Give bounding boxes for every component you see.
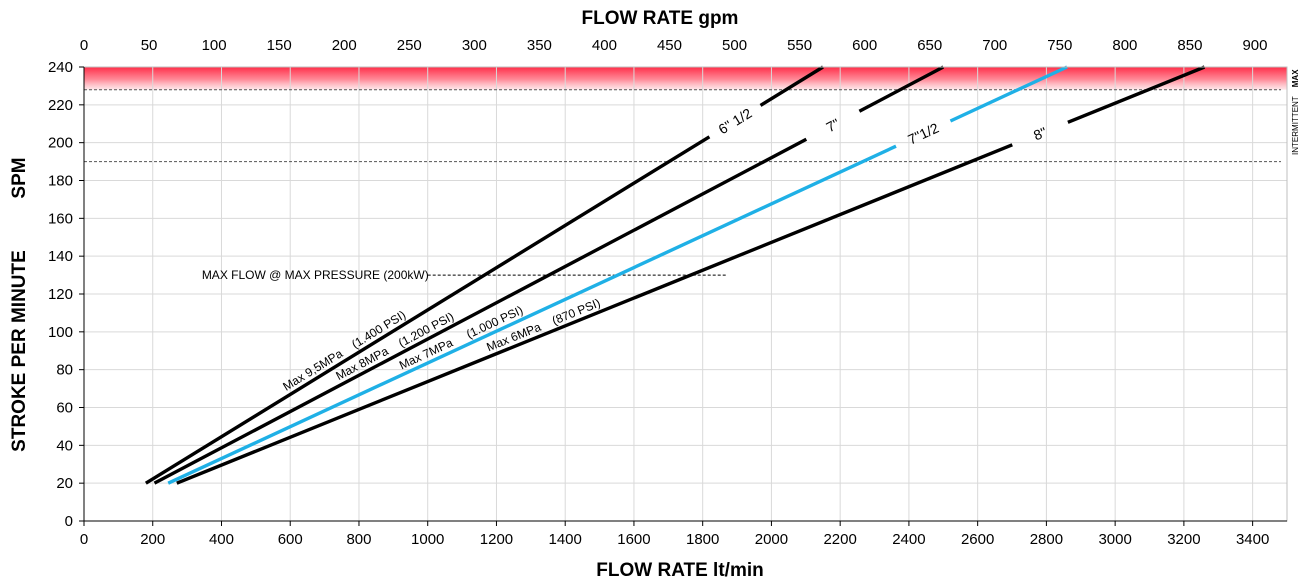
x-top-tick-label: 450 (657, 37, 682, 54)
y-tick-label: 0 (65, 513, 73, 530)
x-tick-label: 2200 (823, 531, 856, 548)
y-tick-label: 40 (56, 437, 73, 454)
series-line-segment (949, 65, 1068, 123)
x-tick-label: 200 (140, 531, 165, 548)
x-tick-label: 1400 (549, 531, 582, 548)
x-top-tick-label: 900 (1242, 37, 1267, 54)
y-tick-label: 240 (48, 59, 73, 76)
x-top-tick-label: 200 (332, 37, 357, 54)
series-line-segment (1067, 65, 1206, 124)
max-band (84, 67, 1287, 90)
y-tick-label: 100 (48, 324, 73, 341)
x-tick-label: 1600 (617, 531, 650, 548)
x-tick-label: 3000 (1098, 531, 1131, 548)
y-tick-label: 60 (56, 400, 73, 417)
x-top-tick-label: 500 (722, 37, 747, 54)
x-top-tick-label: 50 (141, 37, 158, 54)
y-axis-title: STROKE PER MINUTE (9, 250, 30, 452)
x-tick-label: 1000 (411, 531, 444, 548)
x-tick-label: 2600 (961, 531, 994, 548)
x-top-tick-label: 800 (1112, 37, 1137, 54)
series-size-label: 8" (1031, 124, 1049, 144)
max-band-layer (84, 67, 1287, 90)
y-tick-label: 120 (48, 286, 73, 303)
series-line-segment (153, 137, 808, 485)
series-line-segment (858, 65, 945, 113)
x-tick-label: 1200 (480, 531, 513, 548)
y-tick-label: 20 (56, 475, 73, 492)
x-top-tick-label: 350 (527, 37, 552, 54)
x-tick-label: 2400 (892, 531, 925, 548)
x-tick-label: 0 (80, 531, 88, 548)
reference-lines-layer (84, 89, 1281, 276)
series-line-segment (144, 135, 711, 485)
x-top-tick-label: 0 (80, 37, 88, 54)
series-size-label: 6" 1/2 (715, 105, 754, 138)
labels-layer: MAX FLOW @ MAX PRESSURE (200kW) MAX INTERM… (202, 69, 1300, 394)
x-top-tick-label: 850 (1177, 37, 1202, 54)
series-line-segment (176, 143, 1013, 485)
intermittent-side-label: INTERMITTENT (1291, 96, 1300, 155)
series-line-segment (167, 144, 897, 485)
axes-layer: 0 200 400 600 800 1000 1200 1400 1600 1800 2000 220… (48, 37, 1288, 548)
x-top-tick-label: 250 (397, 37, 422, 54)
series-size-label: 7"1/2 (905, 119, 941, 147)
x-top-tick-label: 600 (852, 37, 877, 54)
x-top-tick-label: 700 (982, 37, 1007, 54)
x-tick-label: 2800 (1030, 531, 1063, 548)
grid-layer (83, 66, 1287, 522)
max-side-label: MAX (1291, 69, 1300, 87)
y-tick-label: 160 (48, 210, 73, 227)
x-top-tick-label: 550 (787, 37, 812, 54)
x-tick-label: 1800 (686, 531, 719, 548)
x-tick-label: 3200 (1167, 531, 1200, 548)
x-top-tick-label: 150 (267, 37, 292, 54)
x-tick-label: 600 (278, 531, 303, 548)
x-top-tick-label: 750 (1047, 37, 1072, 54)
y-tick-label: 200 (48, 135, 73, 152)
x-axis-title: FLOW RATE lt/min (596, 560, 763, 580)
x-tick-label: 3400 (1236, 531, 1269, 548)
series-size-label: 7" (823, 115, 842, 135)
y-tick-label: 220 (48, 97, 73, 114)
y-tick-label: 80 (56, 362, 73, 379)
x-top-tick-label: 400 (592, 37, 617, 54)
x-top-tick-label: 100 (202, 37, 227, 54)
y-tick-label: 180 (48, 173, 73, 190)
y-axis-unit: SPM (9, 157, 30, 198)
x-top-axis-title: FLOW RATE gpm (582, 8, 739, 29)
x-tick-label: 2000 (755, 531, 788, 548)
x-top-tick-label: 650 (917, 37, 942, 54)
series-line-segment (759, 65, 824, 107)
y-tick-label: 140 (48, 248, 73, 265)
series-layer (144, 65, 1206, 485)
x-tick-label: 400 (209, 531, 234, 548)
x-tick-label: 800 (346, 531, 371, 548)
x-top-tick-label: 300 (462, 37, 487, 54)
max-flow-label: MAX FLOW @ MAX PRESSURE (200kW) (202, 268, 429, 282)
